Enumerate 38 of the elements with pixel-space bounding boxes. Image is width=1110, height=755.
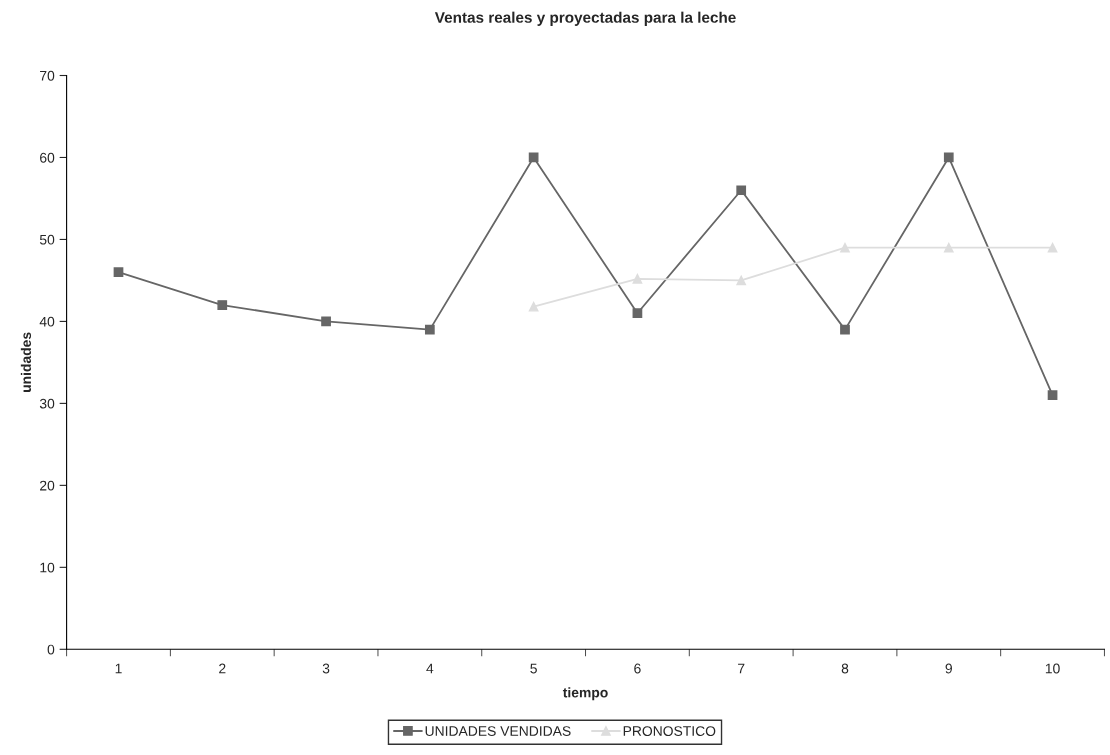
y-tick-label: 60 (40, 152, 55, 163)
point (321, 316, 331, 327)
point (840, 324, 850, 335)
point (840, 242, 850, 253)
point (1047, 390, 1058, 401)
point (736, 185, 747, 196)
y-tick-label: 70 (40, 70, 55, 81)
x-tick-label: 9 (945, 663, 952, 674)
chart-title: Ventas reales y proyectadas para la leche (434, 11, 736, 26)
legend-label: UNIDADES VENDIDAS (425, 726, 571, 736)
x-tick-label: 6 (634, 663, 641, 674)
point (528, 301, 539, 312)
point (943, 242, 954, 253)
x-tick-label: 7 (738, 663, 745, 674)
x-tick-label: 2 (219, 663, 226, 674)
point (113, 267, 124, 278)
legend-label: PRONOSTICO (623, 726, 716, 736)
y-tick-label: 40 (39, 316, 55, 327)
point (736, 275, 747, 286)
x-tick-label: 8 (841, 663, 849, 674)
x-tick-label: 4 (426, 663, 434, 674)
point (632, 273, 643, 284)
point (632, 308, 643, 319)
point (1047, 242, 1058, 253)
y-tick-label: 20 (40, 480, 55, 491)
y-tick-label: 50 (39, 234, 55, 245)
point (943, 152, 954, 163)
y-axis-title: unidades (20, 332, 32, 393)
x-axis-title: tiempo (562, 687, 608, 701)
y-tick-label: 10 (40, 562, 55, 573)
x-tick-label: 10 (1045, 663, 1060, 674)
y-tick-label: 30 (39, 398, 55, 409)
point (217, 300, 228, 310)
point (424, 324, 435, 335)
y-tick-label: 0 (47, 644, 55, 655)
x-tick-label: 1 (115, 663, 122, 674)
x-tick-label: 3 (322, 663, 330, 674)
x-tick-label: 5 (530, 663, 537, 674)
